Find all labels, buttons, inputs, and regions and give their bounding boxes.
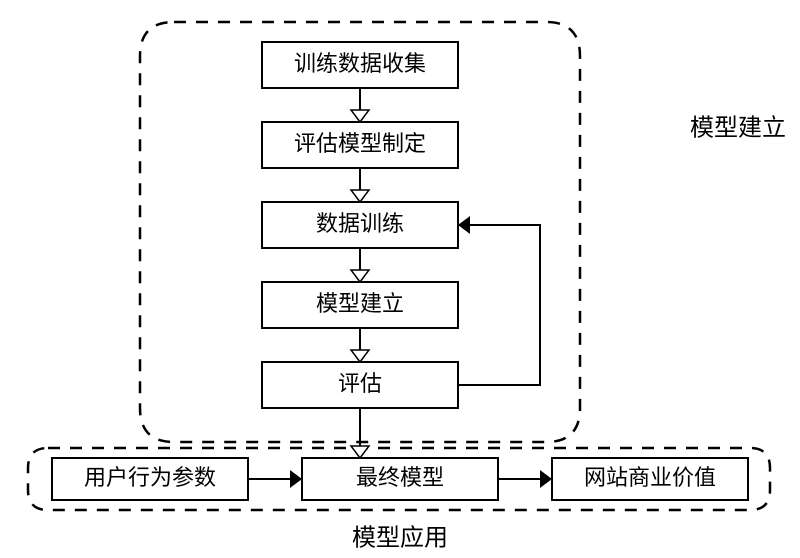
- node-label-n1: 训练数据收集: [294, 51, 426, 76]
- section-label-model-build: 模型建立: [690, 115, 786, 142]
- edge-n5-n3: [458, 225, 540, 385]
- node-label-n8: 网站商业价值: [584, 465, 716, 490]
- node-label-n5: 评估: [338, 371, 382, 396]
- node-label-n4: 模型建立: [316, 291, 404, 316]
- node-label-n6: 用户行为参数: [84, 465, 216, 490]
- node-label-n2: 评估模型制定: [294, 131, 426, 156]
- node-label-n7: 最终模型: [356, 465, 444, 490]
- node-label-n3: 数据训练: [316, 211, 404, 236]
- section-label-model-apply: 模型应用: [352, 525, 448, 552]
